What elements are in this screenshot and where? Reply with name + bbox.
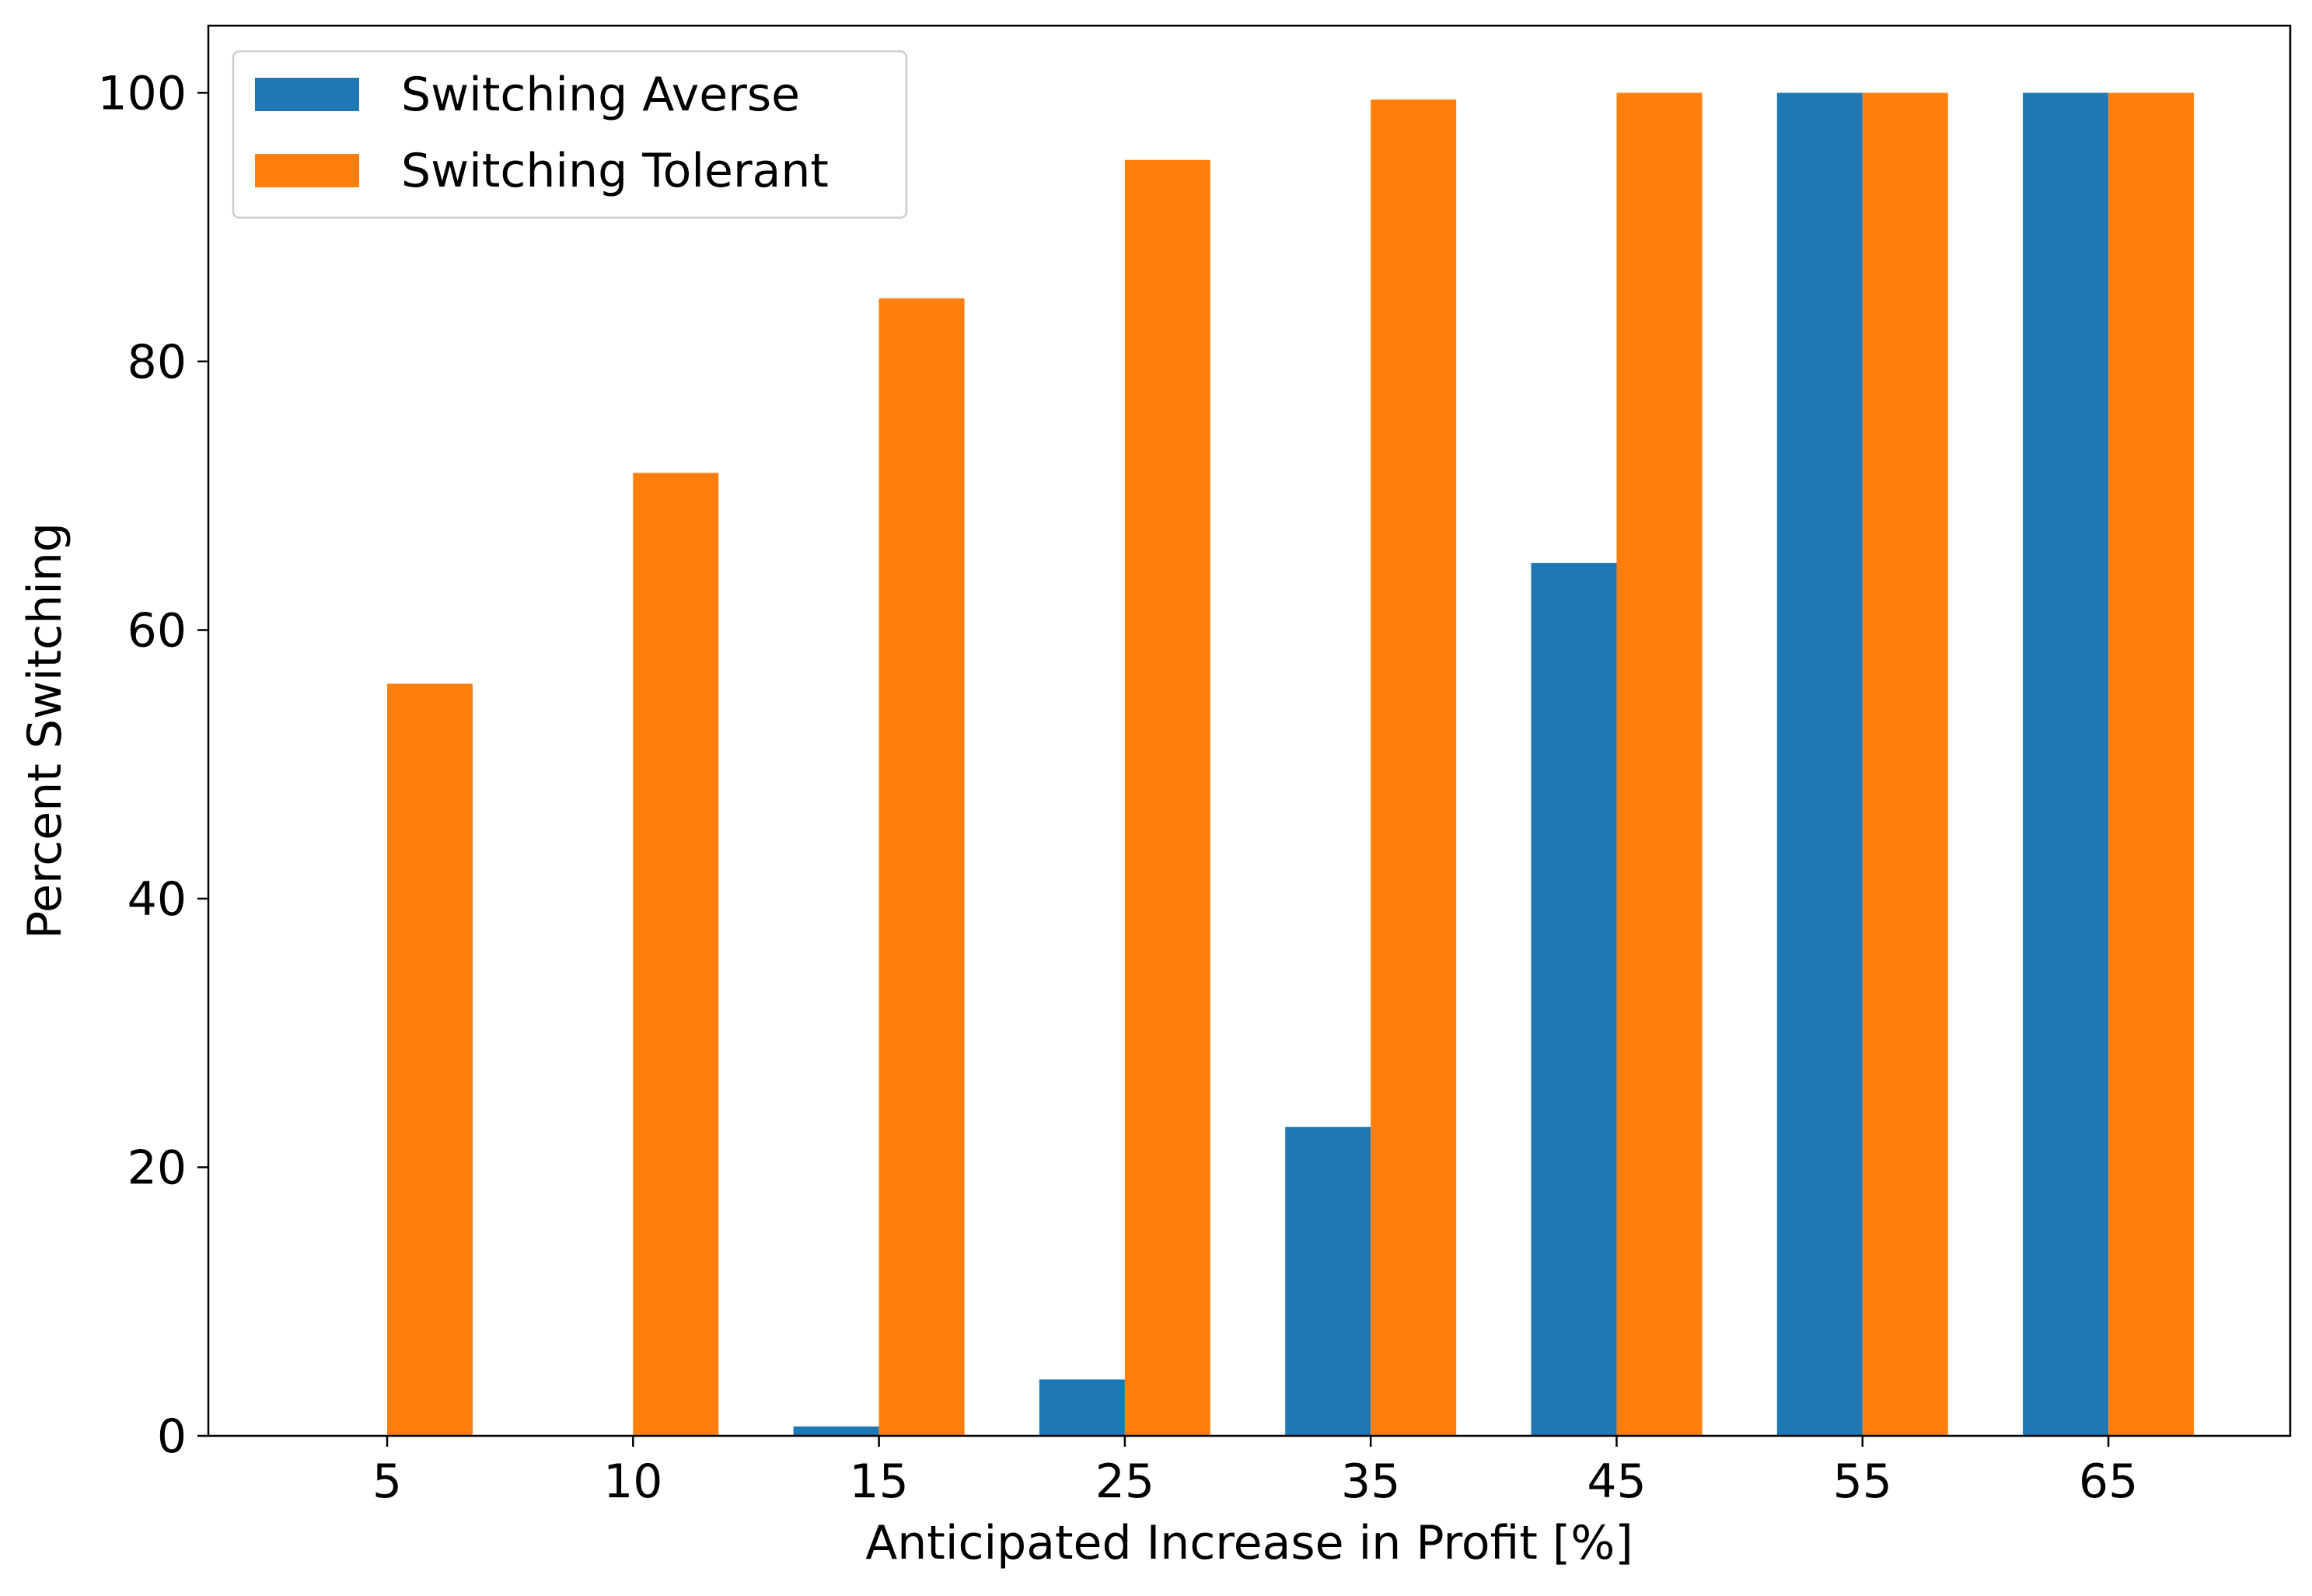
bar-switching-tolerant-5 xyxy=(387,683,473,1436)
x-axis: 5 10 15 25 35 45 55 65 xyxy=(372,1436,2138,1509)
legend-label-switching-tolerant: Switching Tolerant xyxy=(401,144,829,198)
bar-switching-tolerant-55 xyxy=(1862,93,1948,1436)
legend-box xyxy=(232,50,908,219)
y-tick-label: 0 xyxy=(157,1409,187,1464)
y-tick-label: 20 xyxy=(127,1140,187,1195)
x-tick-label: 10 xyxy=(603,1455,662,1509)
y-axis: 0 20 40 60 80 100 xyxy=(97,66,208,1464)
x-tick-label: 65 xyxy=(2079,1455,2138,1509)
x-tick-label: 35 xyxy=(1341,1455,1400,1509)
legend-swatch-switching-tolerant xyxy=(255,154,359,187)
y-tick-label: 40 xyxy=(127,872,187,927)
legend-swatch-switching-averse xyxy=(255,78,359,111)
y-tick-label: 80 xyxy=(127,335,187,389)
x-tick-label: 5 xyxy=(372,1455,402,1509)
bar-switching-averse-15 xyxy=(793,1426,879,1436)
bar-switching-averse-65 xyxy=(2023,93,2109,1436)
bar-switching-tolerant-10 xyxy=(633,473,719,1436)
legend: Switching Averse Switching Tolerant xyxy=(232,50,908,219)
bar-switching-averse-45 xyxy=(1531,563,1617,1436)
bar-switching-averse-35 xyxy=(1285,1126,1371,1436)
bar-switching-tolerant-45 xyxy=(1616,93,1703,1436)
bar-switching-tolerant-15 xyxy=(878,298,965,1436)
bar-switching-tolerant-35 xyxy=(1371,100,1457,1436)
bars-layer xyxy=(387,93,2195,1436)
x-tick-label: 25 xyxy=(1095,1455,1154,1509)
y-tick-label: 100 xyxy=(97,66,187,120)
bar-switching-averse-25 xyxy=(1039,1379,1125,1436)
plot-frame xyxy=(207,24,2292,1437)
x-axis-label: Anticipated Increase in Profit [%] xyxy=(865,1516,1633,1570)
x-tick-label: 15 xyxy=(849,1455,908,1509)
x-tick-label: 55 xyxy=(1833,1455,1892,1509)
y-tick-label: 60 xyxy=(127,603,187,658)
bar-switching-tolerant-25 xyxy=(1124,159,1210,1436)
bar-switching-tolerant-65 xyxy=(2108,93,2195,1436)
x-tick-label: 45 xyxy=(1587,1455,1646,1509)
bar-switching-averse-55 xyxy=(1776,93,1863,1436)
y-axis-label: Percent Switching xyxy=(18,522,72,939)
legend-label-switching-averse: Switching Averse xyxy=(401,68,800,122)
